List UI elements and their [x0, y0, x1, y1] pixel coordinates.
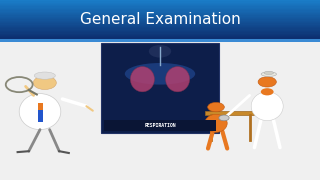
Bar [0, 8, 320, 9]
Bar [0, 9, 320, 10]
Ellipse shape [131, 67, 155, 92]
Bar [0, 31, 320, 32]
Circle shape [219, 115, 229, 121]
Ellipse shape [149, 45, 171, 58]
Bar [0, 6, 320, 8]
Bar [205, 111, 254, 115]
Bar [0, 3, 320, 4]
Bar [0, 19, 320, 21]
Bar [0, 17, 320, 18]
Text: General Examination: General Examination [80, 12, 240, 27]
Bar [38, 103, 43, 110]
Bar [0, 1, 320, 3]
Ellipse shape [208, 102, 224, 112]
Bar [0, 10, 320, 12]
Ellipse shape [166, 67, 190, 92]
Bar [0, 5, 320, 6]
Bar [0, 27, 320, 28]
Bar [0, 13, 320, 14]
Bar [0, 22, 320, 23]
Bar [0, 24, 320, 26]
Bar [0, 39, 320, 42]
Bar [0, 37, 320, 39]
Ellipse shape [125, 63, 195, 85]
Bar [0, 36, 320, 37]
Ellipse shape [261, 88, 274, 95]
Bar [0, 21, 320, 22]
Bar [0, 15, 320, 17]
Bar [0, 14, 320, 15]
Bar [101, 43, 219, 133]
Ellipse shape [34, 72, 55, 79]
Ellipse shape [205, 114, 227, 132]
Bar [104, 120, 216, 131]
Bar [0, 0, 320, 1]
Ellipse shape [251, 92, 283, 121]
Bar [0, 30, 320, 31]
Bar [0, 4, 320, 5]
Bar [0, 28, 320, 30]
Bar [38, 104, 43, 122]
Bar [0, 32, 320, 33]
Bar [0, 12, 320, 13]
Ellipse shape [261, 72, 276, 76]
Ellipse shape [19, 94, 61, 130]
Bar [0, 26, 320, 27]
Bar [0, 33, 320, 35]
Ellipse shape [33, 76, 56, 90]
Bar [0, 18, 320, 19]
Bar [0, 23, 320, 24]
Ellipse shape [258, 77, 276, 87]
Ellipse shape [264, 71, 274, 75]
Text: RESPIRATION: RESPIRATION [144, 123, 176, 128]
Bar [0, 35, 320, 36]
